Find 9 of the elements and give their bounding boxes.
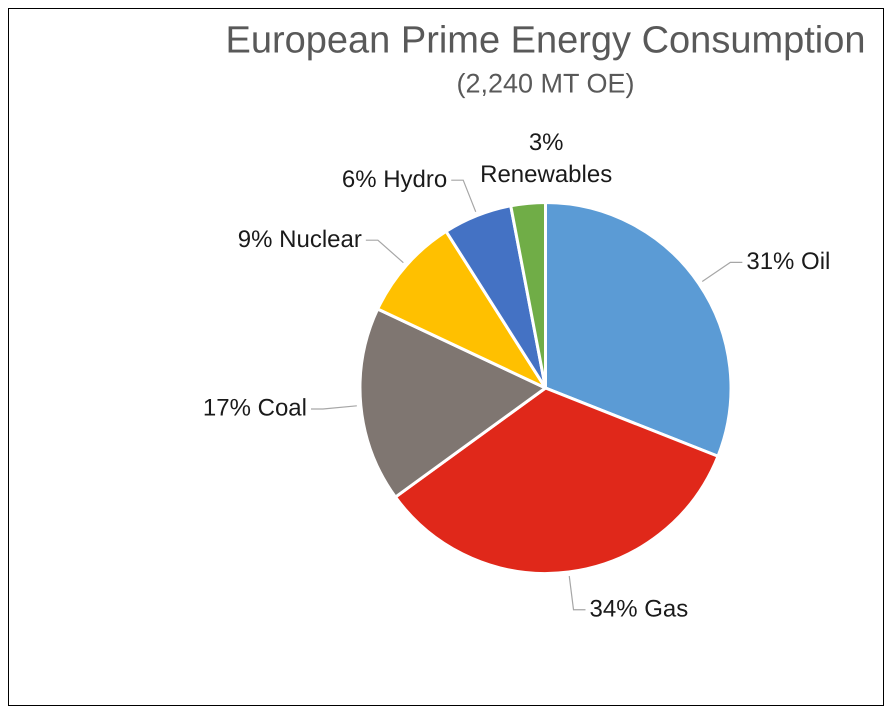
slice-label: Renewables — [480, 161, 612, 188]
slice-label: 9% Nuclear — [238, 226, 362, 253]
slice-label: 6% Hydro — [342, 166, 448, 193]
slice-label: 17% Coal — [202, 394, 307, 422]
slice-label: 31% Oil — [746, 248, 830, 275]
chart-title: European Prime Energy Consumption — [225, 19, 866, 62]
data-label: 3% — [528, 129, 564, 156]
slice-label: 34% Gas — [590, 595, 688, 622]
chart-subtitle: (2,240 MT OE) — [456, 68, 635, 98]
